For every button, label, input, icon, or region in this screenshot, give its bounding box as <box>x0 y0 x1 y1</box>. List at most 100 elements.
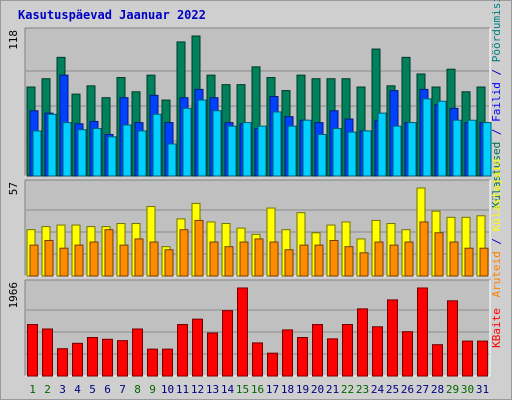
x-tick-label-day-15: 15 <box>236 383 249 396</box>
bar-bottom-1-day-9 <box>147 348 158 377</box>
bar-middle-2-day-20 <box>314 244 324 277</box>
bar-middle-2-day-28 <box>434 232 444 277</box>
x-tick-label-day-11: 11 <box>176 383 189 396</box>
bar-middle-2-day-1 <box>29 244 39 277</box>
bar-top-3-day-16 <box>257 125 267 177</box>
x-tick-label-day-18: 18 <box>281 383 294 396</box>
x-tick-label-day-7: 7 <box>119 383 126 396</box>
x-tick-label-day-2: 2 <box>44 383 51 396</box>
bar-middle-2-day-23 <box>359 252 369 277</box>
bar-bottom-1-day-7 <box>117 340 128 377</box>
bar-bottom-1-day-1 <box>27 324 38 377</box>
x-tick-label-day-27: 27 <box>416 383 429 396</box>
bar-middle-2-day-2 <box>44 239 54 277</box>
bar-middle-2-day-16 <box>254 238 264 277</box>
bar-middle-2-day-19 <box>299 244 309 277</box>
x-tick-label-day-26: 26 <box>401 383 414 396</box>
bar-top-3-day-12 <box>197 99 207 177</box>
bar-bottom-1-day-14 <box>222 310 233 377</box>
legend-segment-1: Külastused <box>490 142 503 208</box>
legend-segment-5: Pöördumisi <box>490 0 503 62</box>
bar-top-3-day-7 <box>122 124 132 177</box>
x-tick-label-day-29: 29 <box>446 383 459 396</box>
bar-bottom-1-day-25 <box>387 299 398 377</box>
x-tick-label-day-20: 20 <box>311 383 324 396</box>
bar-top-3-day-24 <box>377 112 387 177</box>
bar-bottom-1-day-11 <box>177 324 188 377</box>
legend-segment-4: / <box>490 62 503 82</box>
bar-top-3-day-21 <box>332 128 342 177</box>
page-title: Kasutuspäevad Jaanuar 2022 <box>18 8 206 22</box>
bar-bottom-1-day-31 <box>477 340 488 377</box>
bar-bottom-1-day-19 <box>297 337 308 377</box>
panel-middle-legend-label: Aruteid / Külastajaid <box>490 158 503 297</box>
x-tick-label-day-17: 17 <box>266 383 279 396</box>
legend-segment-1: Aruteid <box>490 251 503 297</box>
bar-top-3-day-4 <box>77 129 87 177</box>
bar-top-3-day-14 <box>227 125 237 177</box>
x-tick-label-day-22: 22 <box>341 383 354 396</box>
bar-top-3-day-25 <box>392 125 402 177</box>
panel-top-legend-label: Külastused / Failid / Pöördumisi <box>490 0 503 208</box>
bar-bottom-1-day-29 <box>447 300 458 377</box>
bar-middle-2-day-14 <box>224 246 234 277</box>
bar-bottom-1-day-27 <box>417 287 428 377</box>
bar-middle-2-day-15 <box>239 241 249 277</box>
bar-middle-2-day-25 <box>389 244 399 277</box>
bar-bottom-1-day-28 <box>432 344 443 377</box>
bar-bottom-1-day-22 <box>342 324 353 377</box>
bar-top-3-day-19 <box>302 119 312 177</box>
bar-middle-2-day-12 <box>194 219 204 277</box>
bar-bottom-1-day-15 <box>237 287 248 377</box>
x-tick-label-day-9: 9 <box>149 383 156 396</box>
x-tick-label-day-23: 23 <box>356 383 369 396</box>
bar-middle-2-day-18 <box>284 249 294 277</box>
x-tick-label-day-24: 24 <box>371 383 385 396</box>
bar-top-3-day-26 <box>407 122 417 177</box>
bar-top-3-day-17 <box>272 111 282 177</box>
x-tick-label-day-12: 12 <box>191 383 204 396</box>
panel-middle-max-label: 57 <box>7 182 20 195</box>
legend-segment-1: KBaite <box>490 308 503 348</box>
bar-top-3-day-27 <box>422 98 432 177</box>
bar-top-3-day-1 <box>32 130 42 177</box>
bar-top-3-day-10 <box>167 143 177 177</box>
bar-middle-2-day-10 <box>164 249 174 277</box>
x-tick-label-day-19: 19 <box>296 383 309 396</box>
bar-top-3-day-30 <box>467 119 477 177</box>
x-tick-label-day-3: 3 <box>59 383 66 396</box>
bar-bottom-1-day-24 <box>372 326 383 377</box>
panel-top-max-label: 118 <box>7 30 20 50</box>
bar-middle-2-day-27 <box>419 221 429 277</box>
bar-middle-2-day-11 <box>179 229 189 277</box>
bar-bottom-1-day-2 <box>42 328 53 377</box>
legend-segment-3: Külastajaid <box>490 158 503 231</box>
x-tick-label-day-31: 31 <box>476 383 489 396</box>
bar-middle-2-day-31 <box>479 247 489 277</box>
x-tick-label-day-5: 5 <box>89 383 96 396</box>
x-tick-label-day-14: 14 <box>221 383 235 396</box>
bar-middle-2-day-17 <box>269 241 279 277</box>
bar-top-3-day-18 <box>287 125 297 177</box>
bar-bottom-1-day-26 <box>402 331 413 377</box>
bar-bottom-1-day-12 <box>192 318 203 377</box>
bar-middle-2-day-24 <box>374 241 384 277</box>
x-tick-label-day-13: 13 <box>206 383 219 396</box>
bar-top-3-day-22 <box>347 131 357 177</box>
bar-middle-2-day-4 <box>74 244 84 277</box>
bar-bottom-1-day-20 <box>312 324 323 377</box>
bar-top-3-day-3 <box>62 122 72 177</box>
bar-bottom-1-day-6 <box>102 338 113 377</box>
bar-middle-2-day-8 <box>134 238 144 277</box>
bar-middle-2-day-9 <box>149 241 159 277</box>
bar-middle-2-day-3 <box>59 247 69 277</box>
bar-middle-2-day-29 <box>449 241 459 277</box>
x-tick-label-day-8: 8 <box>134 383 141 396</box>
x-tick-label-day-6: 6 <box>104 383 111 396</box>
bar-bottom-1-day-16 <box>252 342 263 377</box>
bar-bottom-1-day-10 <box>162 348 173 377</box>
bar-top-3-day-5 <box>92 128 102 177</box>
x-tick-label-day-25: 25 <box>386 383 399 396</box>
